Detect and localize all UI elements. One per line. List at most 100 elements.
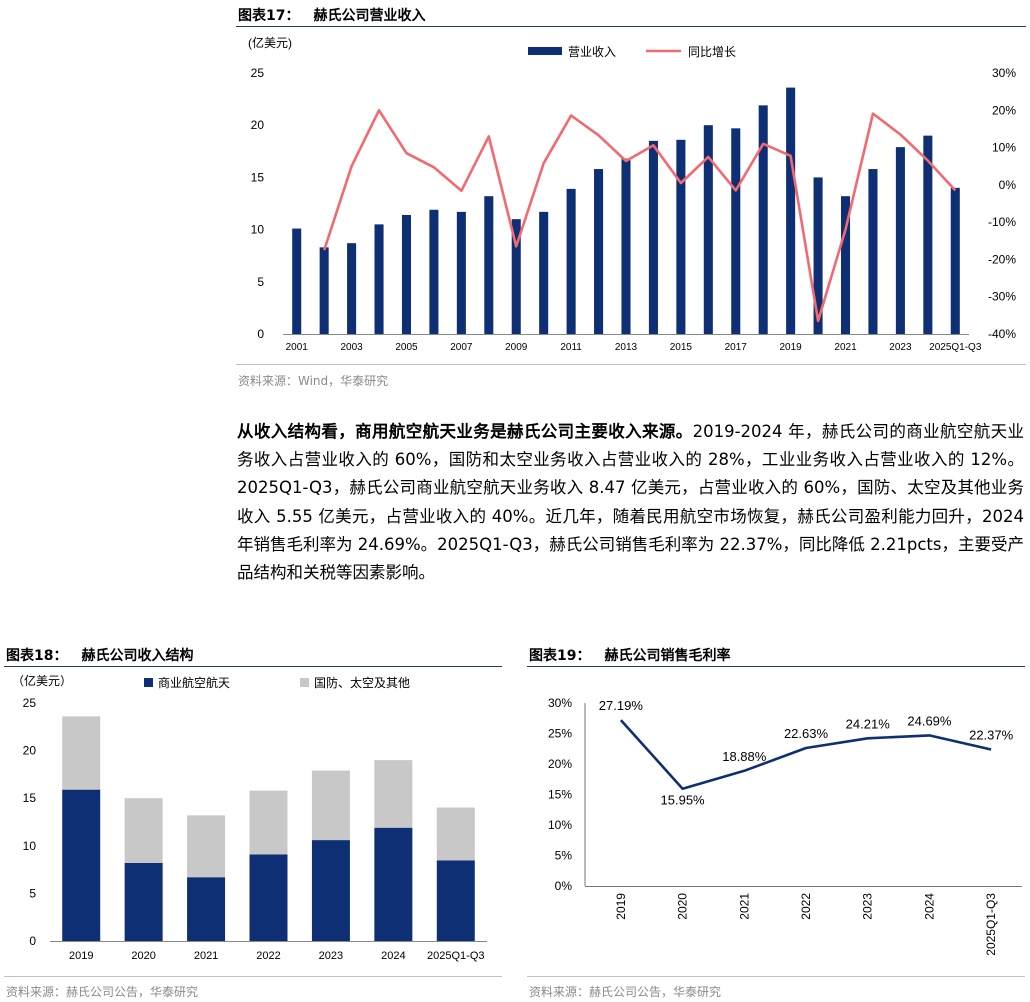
fig19-title-text: 赫氏公司销售毛利率 <box>604 648 731 664</box>
fig17-bar-revenue <box>456 211 466 334</box>
fig18-y-tick-label: 20 <box>23 744 37 758</box>
fig18-title: 图表18： 赫氏公司收入结构 <box>6 645 193 665</box>
fig17-bar-revenue <box>621 158 631 334</box>
fig17-bar-revenue <box>429 209 439 334</box>
fig17-x-tick-label: 2025Q1-Q3 <box>929 342 982 353</box>
fig19-source: 资料来源：赫氏公司公告，华泰研究 <box>529 985 722 999</box>
fig17-bar-revenue <box>539 211 549 334</box>
fig18-chart: （亿美元） 0 5 10 15 20 25 2019 2020 2021 2022 2023 2024 2… <box>12 673 487 962</box>
fig19-y-tick-label: 25% <box>548 727 572 741</box>
fig17-chart: (亿美元) 0 5 10 15 20 25 -40% -30% -20% -10% 0% 10% 20% 3… <box>248 35 1016 353</box>
fig18-x-tick-label: 2021 <box>194 950 218 962</box>
fig18-legend-label-commercial: 商业航空航天 <box>158 675 230 690</box>
fig18-bar-defense-space <box>62 716 101 790</box>
fig17-right-tick-label: -10% <box>988 215 1016 229</box>
fig19-bottom-rule <box>527 976 1025 977</box>
fig17-bar-revenue <box>868 169 878 334</box>
fig17-bottom-rule <box>236 364 1026 365</box>
fig18-x-tick-label: 2020 <box>131 950 155 962</box>
fig17-bar-revenue <box>758 105 768 334</box>
fig17-x-tick-label: 2017 <box>725 342 748 353</box>
fig17-unit-label: (亿美元) <box>248 35 292 50</box>
fig19-y-tick-label: 10% <box>548 818 572 832</box>
fig17-bar-revenue <box>923 135 933 334</box>
fig18-y-tick-label: 10 <box>23 839 37 853</box>
fig19-data-label: 24.69% <box>907 713 952 728</box>
fig17-left-tick-label: 20 <box>251 118 265 132</box>
fig17-x-tick-label: 2023 <box>889 342 912 353</box>
fig17-legend-label-growth: 同比增长 <box>688 45 736 59</box>
fig18-y-tick-label: 0 <box>29 934 36 948</box>
fig18-x-tick-label: 2022 <box>256 950 280 962</box>
fig17-bar-revenue <box>813 177 823 334</box>
fig19-line-gross-margin <box>619 719 992 790</box>
fig18-bar-commercial <box>436 860 475 941</box>
fig19-top-rule <box>527 666 1025 667</box>
fig19-x-tick-label: 2022 <box>799 893 813 920</box>
fig18-label: 图表18： <box>6 648 68 664</box>
fig18-bar-commercial <box>374 827 413 941</box>
fig17-right-tick-label: -20% <box>988 252 1016 266</box>
fig18-bar-defense-space <box>249 790 288 855</box>
fig18-bottom-rule <box>4 976 502 977</box>
fig18-title-text: 赫氏公司收入结构 <box>81 648 194 664</box>
fig18-unit-label: （亿美元） <box>12 673 72 688</box>
fig17-bar-revenue <box>292 228 302 334</box>
analysis-paragraph: 从收入结构看，商用航空航天业务是赫氏公司主要收入来源。2019-2024 年，赫… <box>237 418 1024 587</box>
fig19-y-tick-label: 30% <box>548 696 572 710</box>
fig18-bar-commercial <box>124 862 163 941</box>
fig17-legend-swatch-revenue <box>528 47 562 55</box>
fig18-y-tick-label: 25 <box>23 696 37 710</box>
fig18-bar-defense-space <box>311 770 350 841</box>
fig19-x-tick-label: 2021 <box>737 893 751 920</box>
fig17-label: 图表17： <box>238 8 300 24</box>
fig17-right-tick-label: 10% <box>992 141 1016 155</box>
fig19-y-tick-label: 15% <box>548 788 572 802</box>
fig18-bar-defense-space <box>436 807 475 861</box>
fig17-left-tick-label: 10 <box>251 223 265 237</box>
fig19-chart: 0% 5% 10% 15% 20% 25% 30% 27.19% 15.95% 18.88% 22.… <box>548 696 1022 956</box>
fig18-legend-swatch-defense-space <box>300 678 309 687</box>
fig19-x-tick-label: 2025Q1-Q3 <box>984 893 998 956</box>
fig17-bar-revenue <box>648 140 658 334</box>
fig17-bar-revenue <box>895 147 905 334</box>
fig18-bar-commercial <box>249 854 288 941</box>
fig19-y-tick-label: 5% <box>555 849 573 863</box>
fig17-bar-revenue <box>511 219 521 334</box>
fig19-data-label: 15.95% <box>661 793 706 808</box>
fig18-bar-commercial <box>187 877 226 941</box>
fig18-x-tick-label: 2024 <box>381 950 405 962</box>
fig18-bar-defense-space <box>187 815 226 878</box>
fig17-legend-label-revenue: 营业收入 <box>568 45 616 59</box>
fig19-data-label: 18.88% <box>722 749 767 764</box>
fig19-title: 图表19： 赫氏公司销售毛利率 <box>529 645 730 665</box>
fig19-data-label: 27.19% <box>599 698 644 713</box>
fig19-y-tick-label: 20% <box>548 757 572 771</box>
fig19-x-tick-label: 2020 <box>676 893 690 920</box>
fig17-x-tick-label: 2021 <box>834 342 857 353</box>
fig18-bar-defense-space <box>124 798 163 863</box>
fig17-left-tick-label: 15 <box>251 170 265 184</box>
fig17-x-tick-label: 2001 <box>286 342 309 353</box>
fig18-x-tick-label: 2025Q1-Q3 <box>427 950 484 962</box>
fig18-x-tick-label: 2023 <box>319 950 343 962</box>
fig17-bar-revenue <box>484 196 494 334</box>
fig18-bar-commercial <box>311 840 350 941</box>
fig17-x-tick-label: 2011 <box>560 342 582 353</box>
fig17-right-tick-label: 20% <box>992 103 1016 117</box>
fig17-bar-revenue <box>676 139 686 334</box>
fig17-left-tick-label: 0 <box>257 327 264 341</box>
fig18-legend-swatch-commercial <box>144 678 153 687</box>
fig17-top-rule <box>236 26 1026 27</box>
fig18-bar-defense-space <box>374 760 413 828</box>
fig17-x-tick-label: 2015 <box>670 342 693 353</box>
paragraph-text: 2019-2024 年，赫氏公司的商业航空航天业务收入占营业收入的 60%，国防… <box>237 422 1025 583</box>
fig17-source: 资料来源：Wind，华泰研究 <box>238 374 389 388</box>
fig19-label: 图表19： <box>529 648 591 664</box>
fig17-bar-revenue <box>401 214 412 334</box>
fig18-x-tick-label: 2019 <box>69 950 93 962</box>
fig17-bar-revenue <box>594 169 604 334</box>
fig17-bar-revenue <box>731 128 741 334</box>
fig17-bar-revenue <box>786 87 796 334</box>
fig17-x-tick-label: 2009 <box>505 342 528 353</box>
